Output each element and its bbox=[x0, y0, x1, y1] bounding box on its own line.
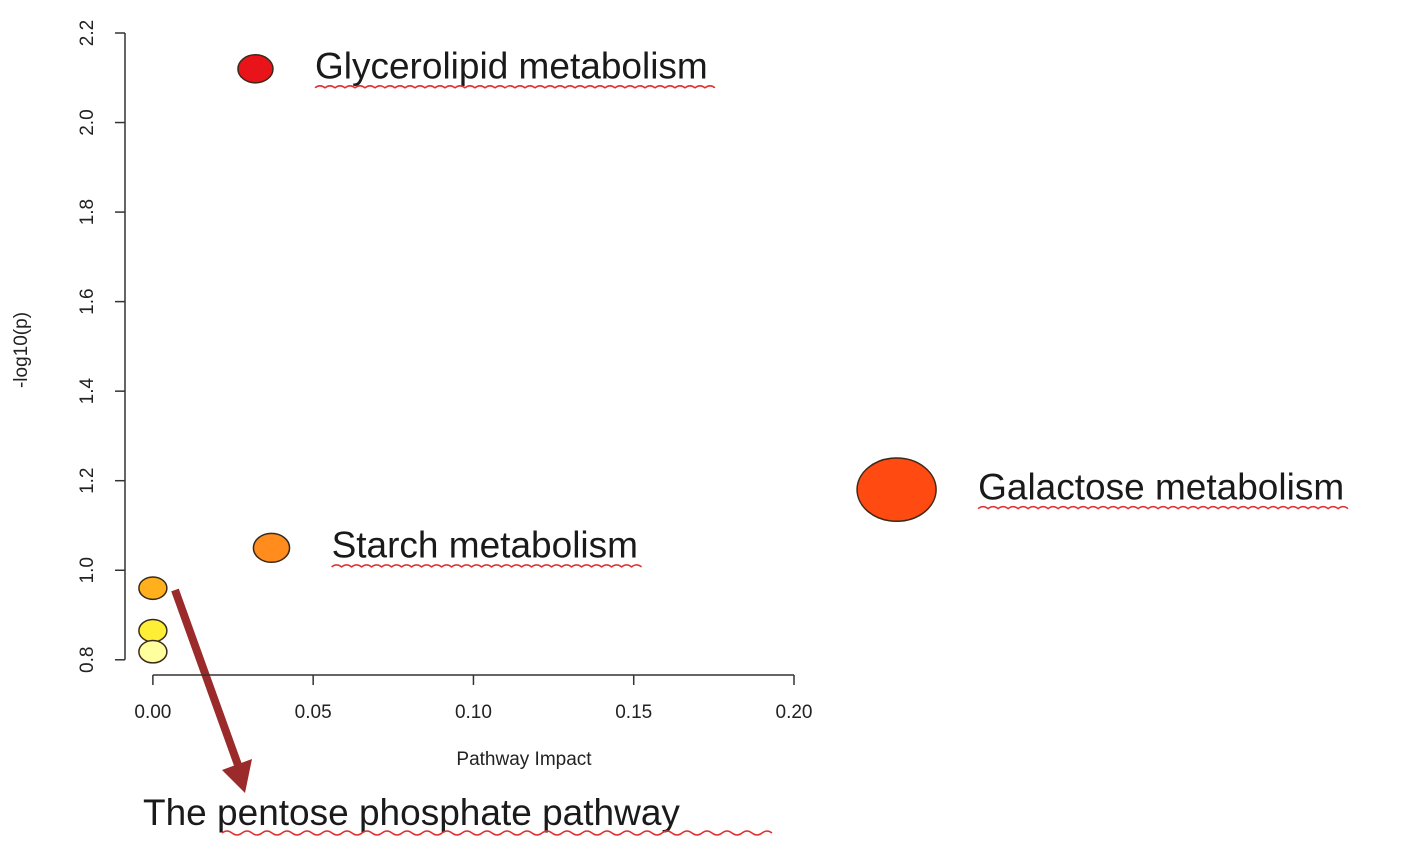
y-tick-label: 2.0 bbox=[77, 109, 98, 135]
annotation-arrow bbox=[171, 588, 242, 767]
x-tick-label: 0.20 bbox=[776, 702, 813, 723]
spell-underline bbox=[221, 830, 773, 836]
point-label: Galactose metabolism bbox=[978, 466, 1344, 507]
spell-underline bbox=[977, 505, 1349, 510]
y-tick-label: 2.2 bbox=[77, 20, 98, 46]
bubble bbox=[856, 457, 937, 523]
y-tick-label: 1.2 bbox=[77, 467, 98, 493]
y-tick-label: 0.8 bbox=[77, 647, 98, 673]
point-label: Starch metabolism bbox=[332, 525, 638, 566]
point-label: Glycerolipid metabolism bbox=[315, 46, 708, 87]
y-tick-label: 1.6 bbox=[77, 288, 98, 314]
x-tick-label: 0.15 bbox=[615, 702, 652, 723]
spell-underline bbox=[331, 564, 643, 568]
bubble bbox=[252, 532, 291, 564]
bubble bbox=[138, 576, 168, 601]
x-tick-label: 0.05 bbox=[295, 702, 332, 723]
y-tick-label: 1.0 bbox=[77, 557, 98, 583]
annotation-arrowhead bbox=[222, 759, 252, 793]
bubble bbox=[138, 639, 168, 664]
annotation: The pentose phosphate pathway bbox=[143, 792, 680, 833]
spell-underline bbox=[314, 85, 716, 89]
y-axis-label: -log10(p) bbox=[11, 312, 32, 388]
x-tick-label: 0.10 bbox=[455, 702, 492, 723]
y-tick-label: 1.8 bbox=[77, 199, 98, 225]
x-tick-label: 0.00 bbox=[134, 702, 171, 723]
bubble bbox=[138, 618, 168, 643]
bubble bbox=[237, 54, 274, 84]
y-tick-label: 1.4 bbox=[77, 378, 98, 405]
x-axis-label: Pathway Impact bbox=[456, 749, 592, 770]
